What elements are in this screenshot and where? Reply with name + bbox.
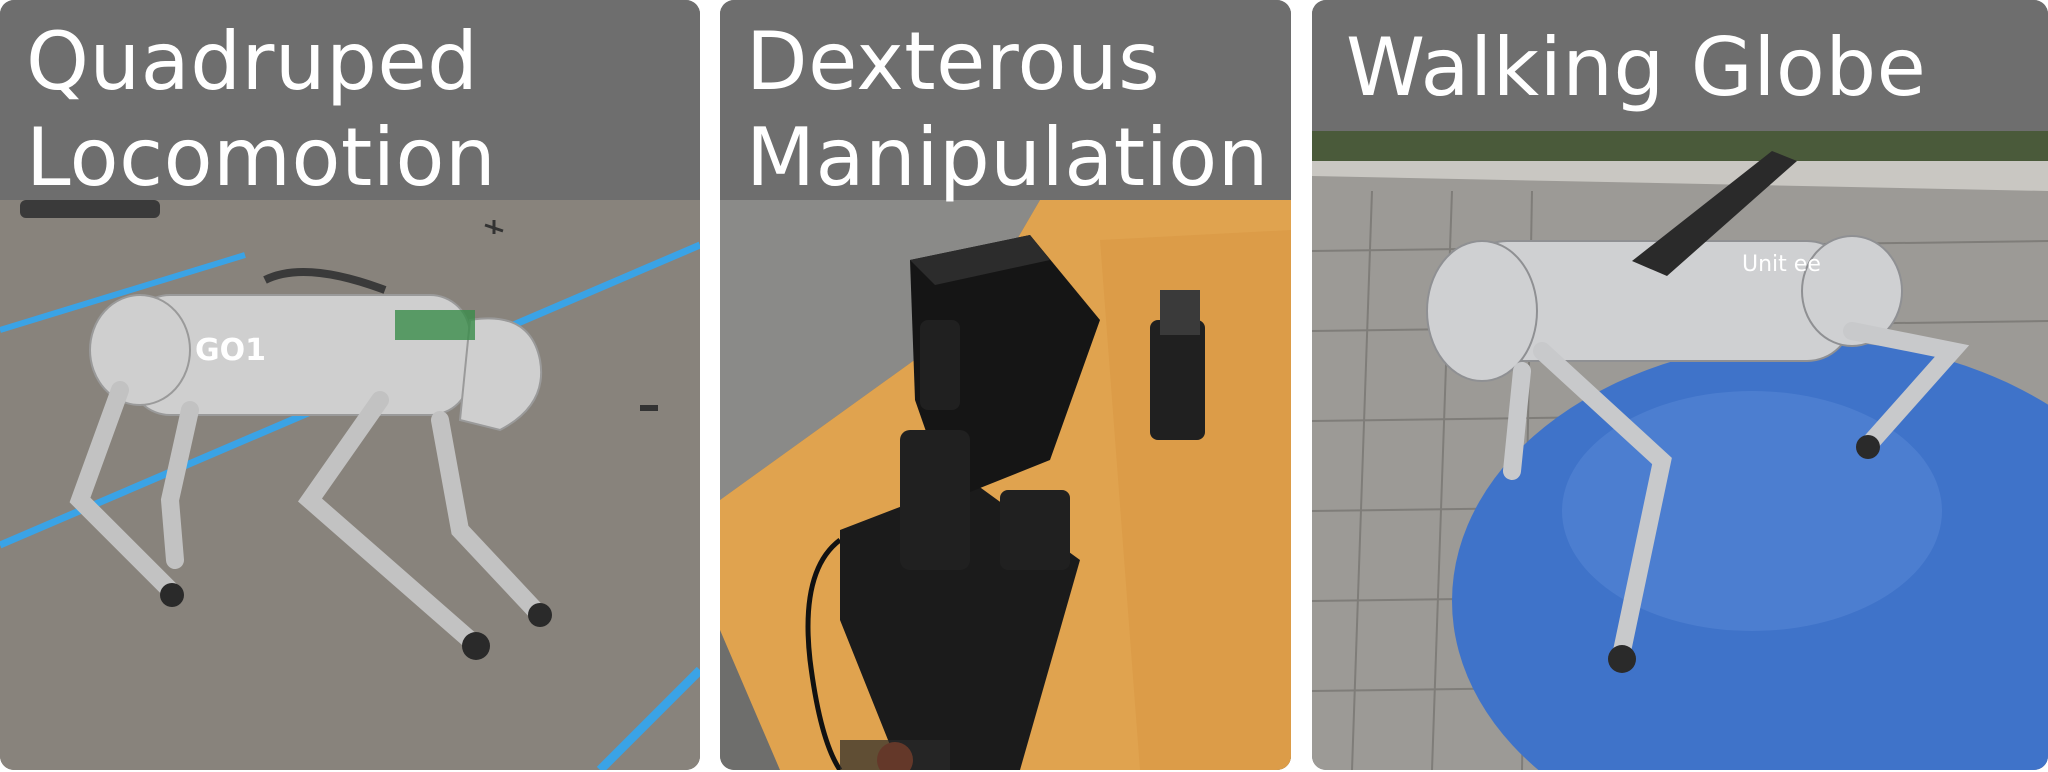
panel-header: Walking Globe xyxy=(1312,0,2048,131)
title-line-2: Manipulation xyxy=(746,111,1269,204)
panel-quadruped-locomotion: Quadruped Locomotion GO1 xyxy=(0,0,700,770)
title-line-1: Quadruped xyxy=(26,15,479,108)
robot-marking: Unit ee xyxy=(1742,252,1821,277)
quadruped-robot-photo: GO1 xyxy=(0,200,700,770)
title-line-2: Locomotion xyxy=(26,111,497,204)
panel-title: Dexterous Manipulation xyxy=(746,14,1269,206)
panel-walking-globe: Walking Globe xyxy=(1312,0,2048,770)
robot-hand-photo xyxy=(720,200,1291,770)
panel-dexterous-manipulation: Dexterous Manipulation xyxy=(720,0,1291,770)
panel-header: Dexterous Manipulation xyxy=(720,0,1291,204)
title-line-1: Dexterous xyxy=(746,15,1161,108)
panel-title: Walking Globe xyxy=(1346,20,1926,116)
panel-header: Quadruped Locomotion xyxy=(0,0,700,204)
title-line-1: Walking Globe xyxy=(1346,21,1927,114)
panel-title: Quadruped Locomotion xyxy=(26,14,496,206)
robot-marking: GO1 xyxy=(195,333,266,368)
robot-on-ball-photo: Unit ee xyxy=(1312,131,2048,770)
